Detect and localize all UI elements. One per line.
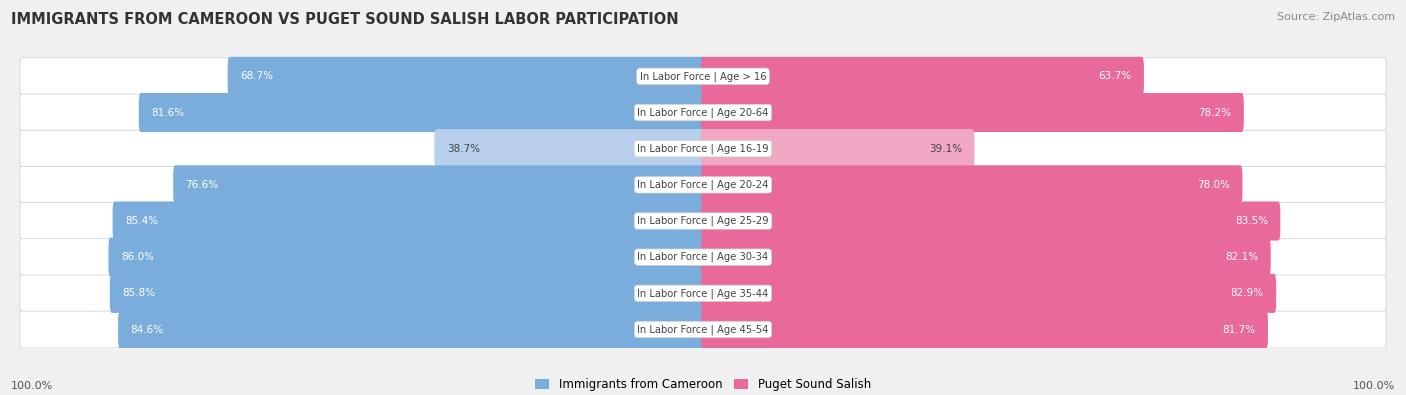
Text: 63.7%: 63.7% (1098, 71, 1132, 81)
FancyBboxPatch shape (20, 311, 1386, 348)
FancyBboxPatch shape (702, 166, 1243, 204)
Text: 38.7%: 38.7% (447, 144, 479, 154)
Text: 84.6%: 84.6% (131, 325, 163, 335)
Text: 100.0%: 100.0% (11, 381, 53, 391)
Text: 81.7%: 81.7% (1222, 325, 1256, 335)
FancyBboxPatch shape (110, 274, 704, 313)
Text: 83.5%: 83.5% (1234, 216, 1268, 226)
Text: In Labor Force | Age 35-44: In Labor Force | Age 35-44 (637, 288, 769, 299)
FancyBboxPatch shape (20, 94, 1386, 131)
Text: 82.1%: 82.1% (1225, 252, 1258, 262)
FancyBboxPatch shape (702, 129, 974, 168)
Text: In Labor Force | Age > 16: In Labor Force | Age > 16 (640, 71, 766, 82)
Text: In Labor Force | Age 30-34: In Labor Force | Age 30-34 (637, 252, 769, 262)
Text: In Labor Force | Age 45-54: In Labor Force | Age 45-54 (637, 324, 769, 335)
FancyBboxPatch shape (20, 203, 1386, 239)
FancyBboxPatch shape (702, 274, 1277, 313)
FancyBboxPatch shape (20, 130, 1386, 167)
Text: 78.0%: 78.0% (1197, 180, 1230, 190)
Text: Source: ZipAtlas.com: Source: ZipAtlas.com (1277, 12, 1395, 22)
FancyBboxPatch shape (702, 57, 1144, 96)
Text: In Labor Force | Age 25-29: In Labor Force | Age 25-29 (637, 216, 769, 226)
FancyBboxPatch shape (20, 275, 1386, 312)
FancyBboxPatch shape (228, 57, 704, 96)
Text: 68.7%: 68.7% (240, 71, 273, 81)
Text: 86.0%: 86.0% (121, 252, 153, 262)
Text: 85.8%: 85.8% (122, 288, 155, 298)
Text: In Labor Force | Age 20-24: In Labor Force | Age 20-24 (637, 180, 769, 190)
FancyBboxPatch shape (702, 93, 1244, 132)
FancyBboxPatch shape (702, 238, 1271, 277)
FancyBboxPatch shape (112, 201, 704, 241)
Text: 85.4%: 85.4% (125, 216, 157, 226)
FancyBboxPatch shape (20, 239, 1386, 276)
Text: In Labor Force | Age 20-64: In Labor Force | Age 20-64 (637, 107, 769, 118)
Text: 76.6%: 76.6% (186, 180, 219, 190)
FancyBboxPatch shape (173, 166, 704, 204)
Text: 82.9%: 82.9% (1230, 288, 1264, 298)
FancyBboxPatch shape (108, 238, 704, 277)
Text: 78.2%: 78.2% (1198, 107, 1232, 117)
Text: 100.0%: 100.0% (1353, 381, 1395, 391)
Text: IMMIGRANTS FROM CAMEROON VS PUGET SOUND SALISH LABOR PARTICIPATION: IMMIGRANTS FROM CAMEROON VS PUGET SOUND … (11, 12, 679, 27)
Text: 81.6%: 81.6% (152, 107, 184, 117)
FancyBboxPatch shape (20, 166, 1386, 203)
FancyBboxPatch shape (139, 93, 704, 132)
FancyBboxPatch shape (434, 129, 704, 168)
Legend: Immigrants from Cameroon, Puget Sound Salish: Immigrants from Cameroon, Puget Sound Sa… (530, 373, 876, 395)
Text: 39.1%: 39.1% (929, 144, 962, 154)
FancyBboxPatch shape (702, 201, 1281, 241)
FancyBboxPatch shape (702, 310, 1268, 349)
FancyBboxPatch shape (118, 310, 704, 349)
FancyBboxPatch shape (20, 58, 1386, 95)
Text: In Labor Force | Age 16-19: In Labor Force | Age 16-19 (637, 143, 769, 154)
